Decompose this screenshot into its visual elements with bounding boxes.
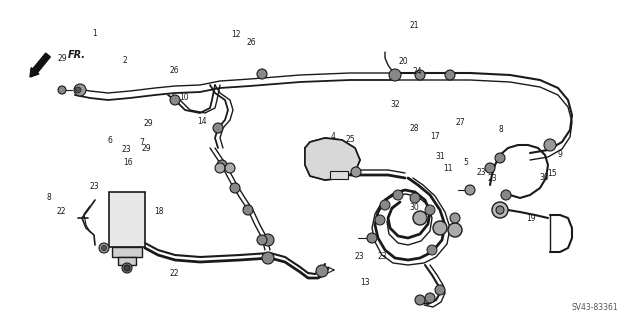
Circle shape — [501, 190, 511, 200]
Circle shape — [124, 265, 130, 271]
Text: 18: 18 — [154, 207, 163, 216]
Text: 4: 4 — [330, 132, 335, 141]
Circle shape — [257, 69, 267, 79]
Bar — [330, 171, 348, 179]
Circle shape — [435, 223, 445, 233]
Text: 10: 10 — [179, 93, 189, 102]
Text: 6: 6 — [108, 137, 113, 145]
Text: 9: 9 — [557, 150, 563, 159]
Circle shape — [225, 163, 235, 173]
Text: 29: 29 — [141, 144, 151, 153]
Circle shape — [413, 211, 427, 225]
Text: 13: 13 — [360, 278, 370, 287]
Text: 17: 17 — [430, 132, 440, 141]
Text: 7: 7 — [140, 138, 145, 147]
Circle shape — [99, 243, 109, 253]
Text: 32: 32 — [390, 100, 401, 109]
Text: 26: 26 — [246, 38, 256, 47]
Text: 23: 23 — [122, 145, 132, 154]
Circle shape — [433, 221, 447, 235]
Text: 24: 24 — [412, 67, 422, 76]
Circle shape — [465, 185, 475, 195]
Circle shape — [492, 202, 508, 218]
Circle shape — [415, 70, 425, 80]
Polygon shape — [305, 138, 360, 180]
Text: 23: 23 — [355, 252, 365, 261]
Text: 14: 14 — [196, 117, 207, 126]
Text: 23: 23 — [90, 182, 100, 191]
Circle shape — [389, 69, 401, 81]
Text: 29: 29 — [143, 119, 154, 128]
Text: 23: 23 — [476, 168, 486, 177]
Text: 1: 1 — [92, 29, 97, 38]
Circle shape — [495, 153, 505, 163]
Circle shape — [380, 200, 390, 210]
Circle shape — [393, 190, 403, 200]
Circle shape — [450, 213, 460, 223]
Bar — [109, 192, 145, 247]
Circle shape — [410, 193, 420, 203]
Circle shape — [435, 285, 445, 295]
Circle shape — [425, 205, 435, 215]
Circle shape — [448, 223, 462, 237]
Text: 16: 16 — [123, 158, 133, 167]
Circle shape — [544, 139, 556, 151]
Circle shape — [351, 167, 361, 177]
Text: 22: 22 — [170, 269, 179, 278]
Text: 19: 19 — [526, 214, 536, 223]
Text: 23: 23 — [378, 252, 388, 261]
Circle shape — [496, 206, 504, 214]
Text: 2: 2 — [122, 56, 127, 65]
Circle shape — [367, 233, 377, 243]
Text: 22: 22 — [56, 207, 65, 216]
FancyArrow shape — [30, 53, 51, 77]
Text: 3: 3 — [28, 69, 33, 78]
Circle shape — [102, 246, 106, 250]
Circle shape — [445, 70, 455, 80]
Circle shape — [375, 215, 385, 225]
Text: 30: 30 — [539, 173, 549, 182]
Text: 31: 31 — [435, 152, 445, 161]
Text: 5: 5 — [463, 158, 468, 167]
Text: SV43-83361: SV43-83361 — [572, 302, 618, 311]
Text: 29: 29 — [58, 54, 68, 63]
Circle shape — [262, 234, 274, 246]
Circle shape — [217, 160, 227, 170]
Text: 21: 21 — [410, 21, 419, 30]
Circle shape — [243, 205, 253, 215]
Text: 15: 15 — [547, 169, 557, 178]
Circle shape — [213, 123, 223, 133]
Text: 26: 26 — [169, 66, 179, 75]
Circle shape — [316, 265, 328, 277]
Text: 12: 12 — [231, 30, 240, 39]
Circle shape — [74, 84, 86, 96]
Circle shape — [257, 235, 267, 245]
Text: 25: 25 — [346, 135, 356, 144]
Text: 28: 28 — [410, 124, 419, 133]
Circle shape — [122, 263, 132, 273]
Circle shape — [485, 163, 495, 173]
Text: 23: 23 — [488, 174, 498, 183]
Text: 8: 8 — [46, 193, 51, 202]
Text: 20: 20 — [398, 57, 408, 66]
Circle shape — [427, 245, 437, 255]
Bar — [112, 247, 142, 257]
Text: 30: 30 — [410, 204, 420, 212]
Circle shape — [415, 295, 425, 305]
Text: FR.: FR. — [68, 50, 86, 60]
Text: 27: 27 — [456, 118, 466, 127]
Circle shape — [425, 293, 435, 303]
Circle shape — [215, 163, 225, 173]
Text: 8: 8 — [498, 125, 503, 134]
Circle shape — [75, 87, 81, 93]
Circle shape — [262, 252, 274, 264]
Circle shape — [230, 183, 240, 193]
Bar — [118, 257, 136, 265]
Circle shape — [58, 86, 66, 94]
Text: 11: 11 — [444, 164, 452, 173]
Circle shape — [170, 95, 180, 105]
